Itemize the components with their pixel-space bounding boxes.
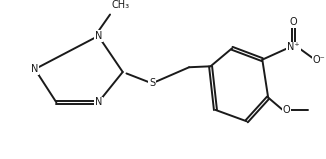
Text: O⁻: O⁻ xyxy=(313,55,325,65)
Text: N⁺: N⁺ xyxy=(287,42,300,52)
Text: O: O xyxy=(283,105,290,115)
Text: O: O xyxy=(290,17,297,27)
Text: S: S xyxy=(149,78,155,88)
Text: CH₃: CH₃ xyxy=(112,0,130,10)
Text: N: N xyxy=(95,97,102,107)
Text: N: N xyxy=(31,64,38,74)
Text: N: N xyxy=(95,31,102,41)
